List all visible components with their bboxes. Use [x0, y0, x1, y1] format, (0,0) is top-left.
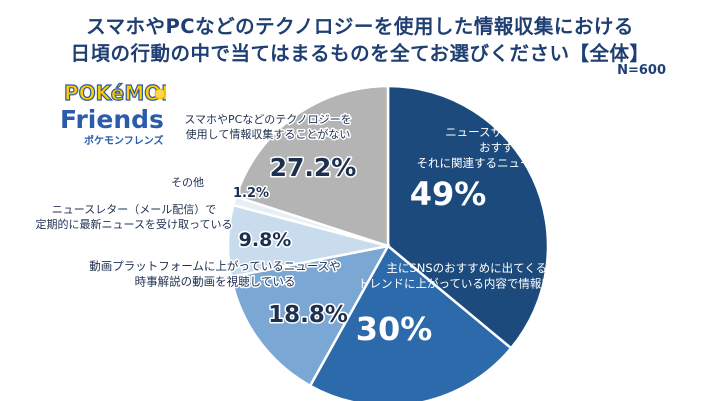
sample-size-label: N=600: [617, 63, 666, 78]
slice-value-label: 30%: [356, 310, 433, 348]
slice-value-label: 49%: [410, 175, 487, 213]
slice-category-label: ニュースサイトやニュースアプリなどで: [445, 125, 651, 139]
slice-value-label: 18.8%: [268, 302, 348, 328]
slice-category-label: 時事解説の動画を視聴している: [135, 275, 296, 289]
logo-main-word: Friends: [60, 105, 164, 134]
chart-title-line-2: 日頃の行動の中で当てはまるものを全てお選びください【全体】: [70, 42, 650, 65]
pie-slice-1: [386, 84, 550, 350]
bulb-icon: [154, 88, 166, 100]
logo-sub-word: ポケモンフレンズ: [84, 134, 164, 147]
pie-labels: ニュースサイトやニュースアプリなどでおすすめに出てきたものやそれに関連するニュー…: [34, 112, 679, 349]
pie-slices: [226, 84, 550, 401]
slice-category-label: スマホやPCなどのテクノロジーを: [184, 113, 351, 126]
pokemon-friends-logo: POKéMON Friends ポケモンフレンズ: [60, 80, 166, 147]
logo-top-word: POKéMON: [64, 81, 166, 105]
slice-category-label: 定期的に最新ニュースを受け取っている: [36, 217, 233, 231]
slice-value-label: 1.2%: [233, 186, 269, 201]
slice-category-label: ニュースレター（メール配信）で: [52, 203, 216, 216]
slice-value-label: 9.8%: [239, 229, 292, 251]
pie-slice-2: [308, 244, 513, 401]
slice-category-label: トレンドに上がっている内容で情報収集している: [358, 277, 610, 291]
pie-slice-3: [229, 244, 391, 388]
slice-category-label: おすすめに出てきたものや: [479, 141, 617, 155]
slice-category-label: その他: [171, 176, 204, 189]
slice-category-label: 動画プラットフォームに上がっているニュースや: [89, 259, 341, 273]
slice-category-label: それに関連するニュースを読んで情報収集している: [416, 156, 679, 170]
slice-category-label: 使用して情報収集することがない: [186, 127, 351, 141]
pie-slice-6: [234, 84, 390, 248]
chart-title-line-1: スマホやPCなどのテクノロジーを使用した情報収集における: [86, 15, 634, 38]
slice-category-label: 主にSNSのおすすめに出てくる投稿や: [386, 261, 581, 275]
slice-value-label: 27.2%: [270, 153, 357, 182]
